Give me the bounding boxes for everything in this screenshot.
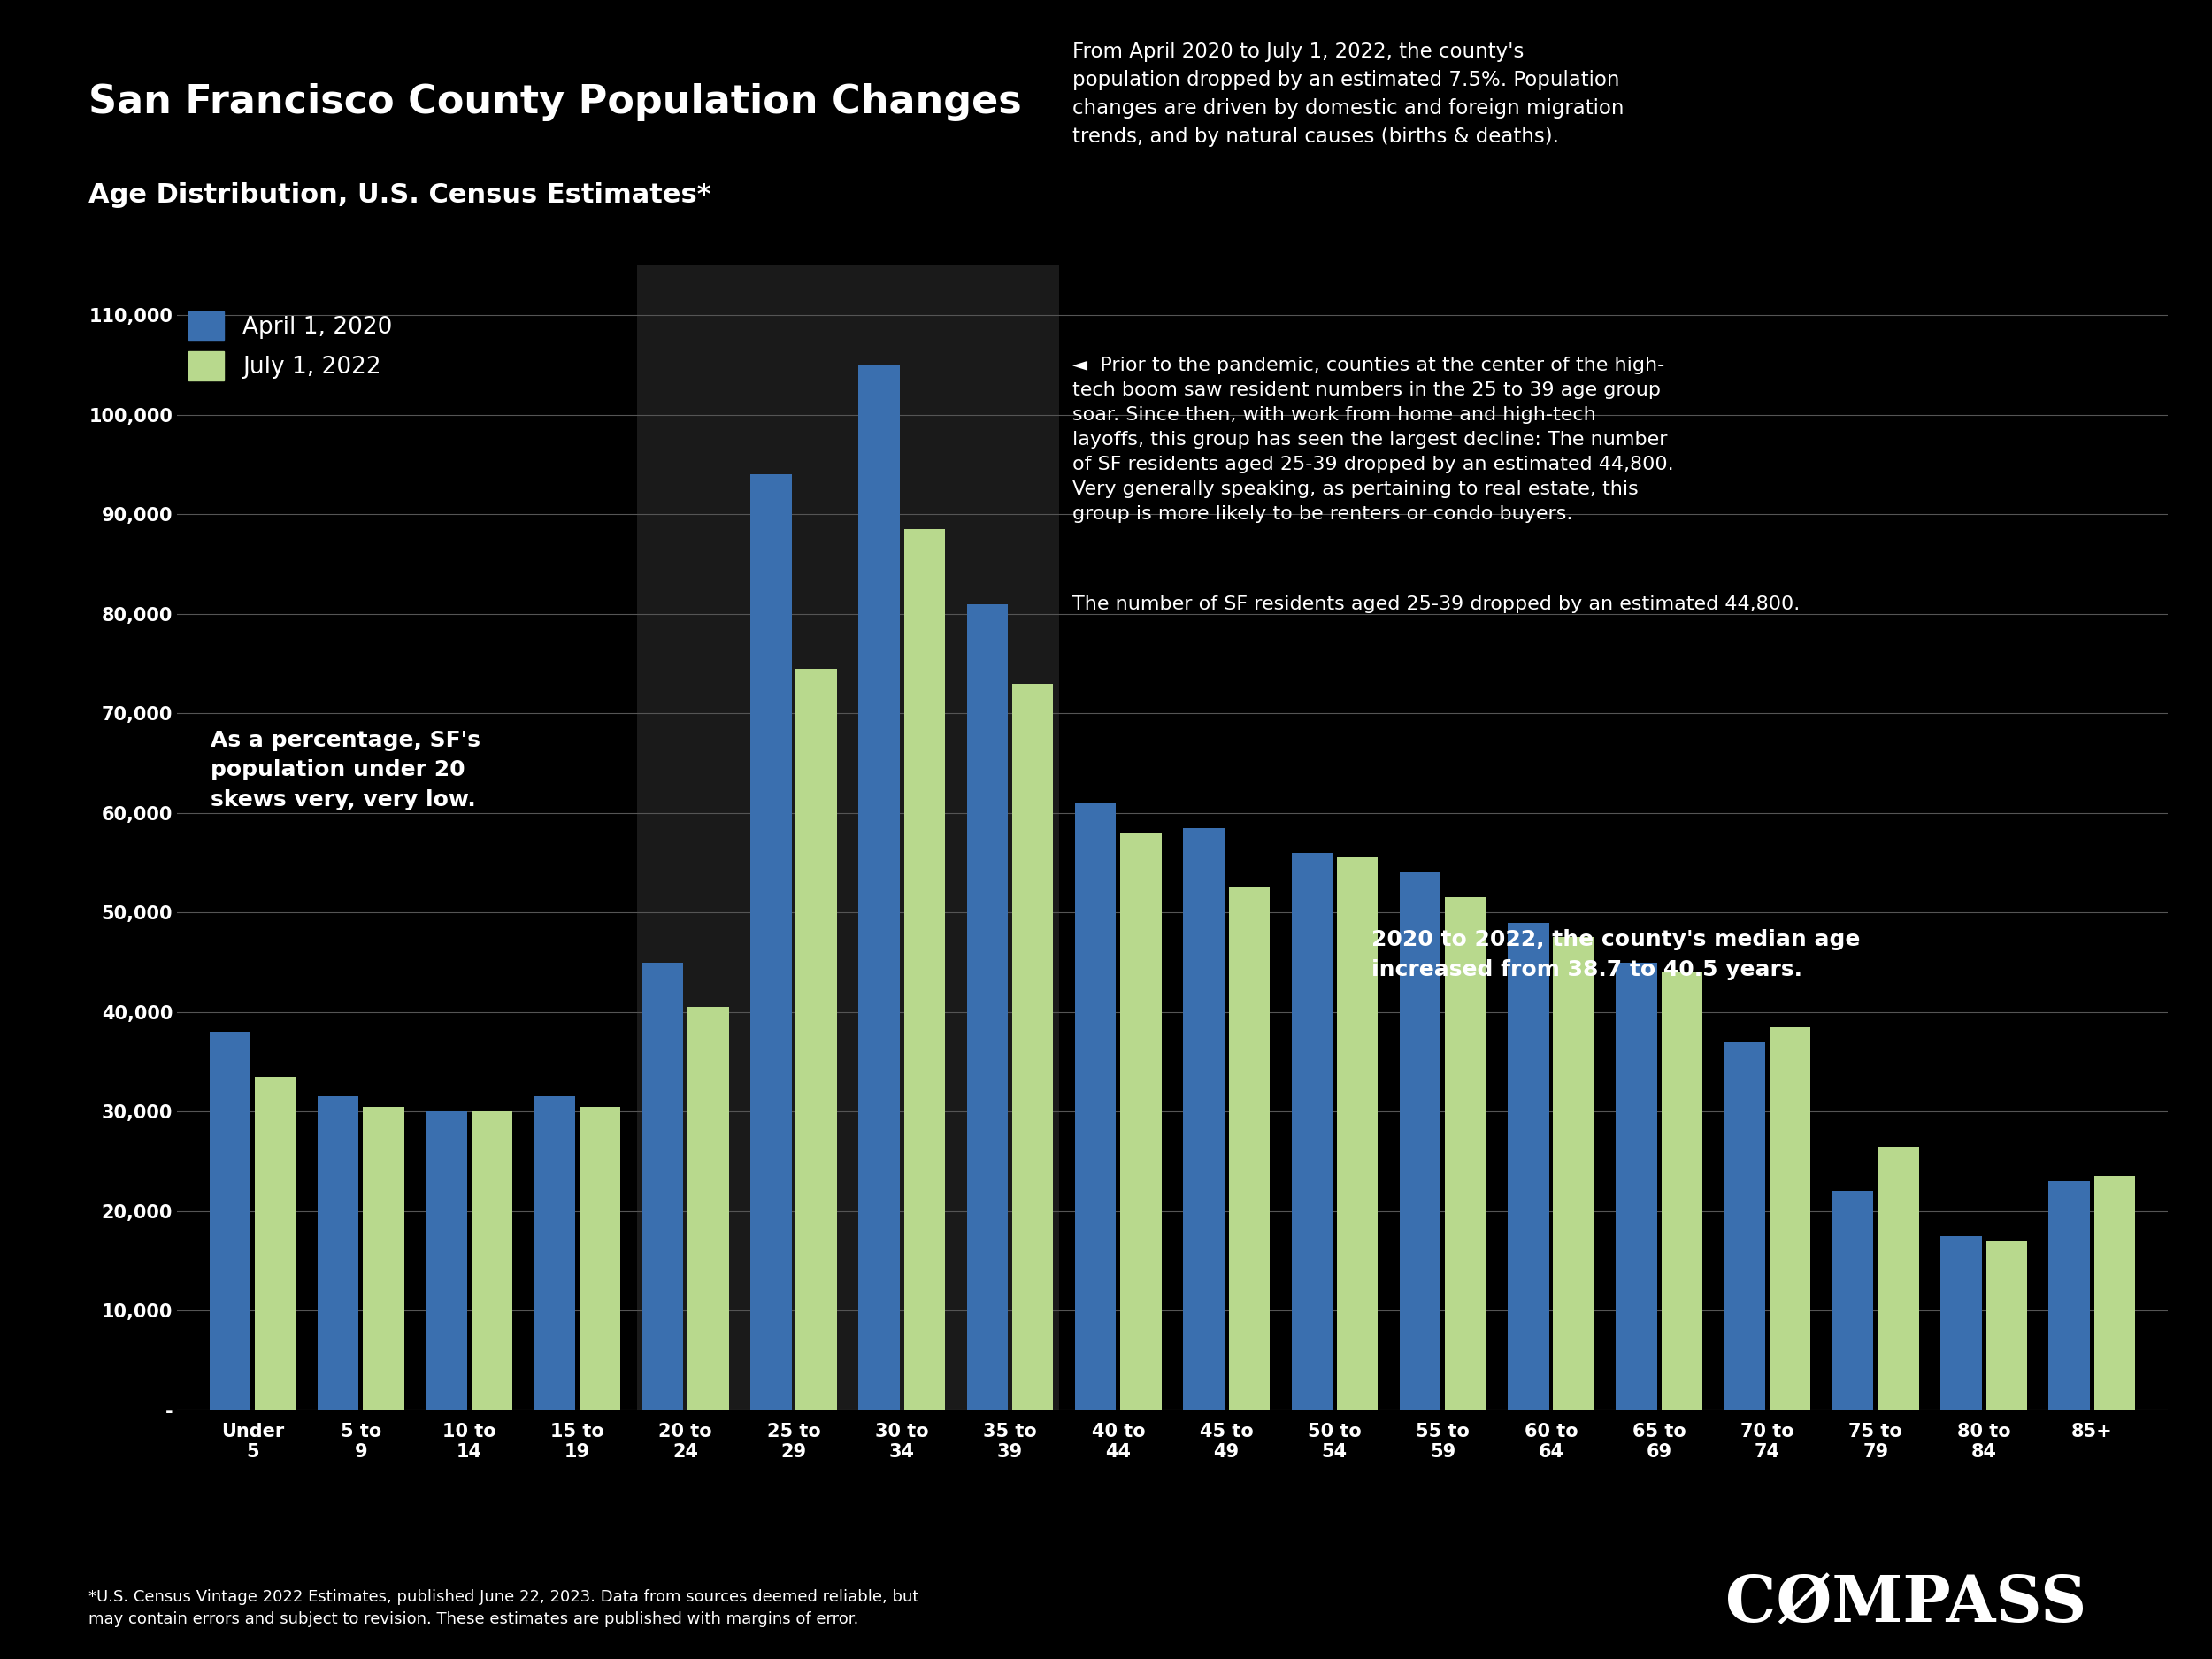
Text: The number of SF residents aged 25-39 dropped by an estimated 44,800.: The number of SF residents aged 25-39 dr… xyxy=(1073,596,1801,614)
Bar xyxy=(858,365,900,1410)
Bar xyxy=(210,1032,250,1410)
Bar xyxy=(1940,1236,1982,1410)
Bar xyxy=(1770,1027,1812,1410)
Bar xyxy=(1661,972,1703,1410)
Bar xyxy=(641,962,684,1410)
Bar xyxy=(1121,833,1161,1410)
Bar xyxy=(1075,803,1117,1410)
Bar xyxy=(1509,922,1548,1410)
Text: As a percentage, SF's
population under 20
skews very, very low.: As a percentage, SF's population under 2… xyxy=(210,730,480,811)
Bar xyxy=(1336,858,1378,1410)
Text: From April 2020 to July 1, 2022, the county's
population dropped by an estimated: From April 2020 to July 1, 2022, the cou… xyxy=(1073,41,1624,146)
Text: ◄  Prior to the pandemic, counties at the center of the high-
tech boom saw resi: ◄ Prior to the pandemic, counties at the… xyxy=(1073,357,1674,523)
Text: CØMPASS: CØMPASS xyxy=(1725,1573,2086,1636)
Bar xyxy=(1183,828,1223,1410)
Bar xyxy=(1617,962,1657,1410)
Bar xyxy=(363,1107,405,1410)
Bar xyxy=(533,1097,575,1410)
Bar xyxy=(1228,888,1270,1410)
Bar xyxy=(688,1007,728,1410)
Bar xyxy=(2095,1176,2135,1410)
Bar xyxy=(637,265,1060,1410)
Bar xyxy=(1986,1241,2026,1410)
Bar xyxy=(1444,898,1486,1410)
Bar xyxy=(1553,937,1595,1410)
Bar xyxy=(1400,873,1440,1410)
Bar xyxy=(2048,1181,2090,1410)
Text: San Francisco County Population Changes: San Francisco County Population Changes xyxy=(88,83,1022,121)
Bar xyxy=(796,669,836,1410)
Bar xyxy=(425,1112,467,1410)
Bar xyxy=(471,1112,513,1410)
Bar xyxy=(1832,1191,1874,1410)
Bar xyxy=(967,604,1009,1410)
Legend: April 1, 2020, July 1, 2022: April 1, 2020, July 1, 2022 xyxy=(188,312,392,380)
Bar xyxy=(750,474,792,1410)
Bar xyxy=(1013,684,1053,1410)
Bar xyxy=(580,1107,622,1410)
Bar xyxy=(319,1097,358,1410)
Text: Age Distribution, U.S. Census Estimates*: Age Distribution, U.S. Census Estimates* xyxy=(88,182,712,207)
Bar xyxy=(905,529,945,1410)
Text: 2020 to 2022, the county's median age
increased from 38.7 to 40.5 years.: 2020 to 2022, the county's median age in… xyxy=(1371,929,1860,980)
Text: *U.S. Census Vintage 2022 Estimates, published June 22, 2023. Data from sources : *U.S. Census Vintage 2022 Estimates, pub… xyxy=(88,1589,918,1627)
Bar xyxy=(1878,1146,1920,1410)
Bar xyxy=(1292,853,1332,1410)
Bar xyxy=(1723,1042,1765,1410)
Bar xyxy=(254,1077,296,1410)
